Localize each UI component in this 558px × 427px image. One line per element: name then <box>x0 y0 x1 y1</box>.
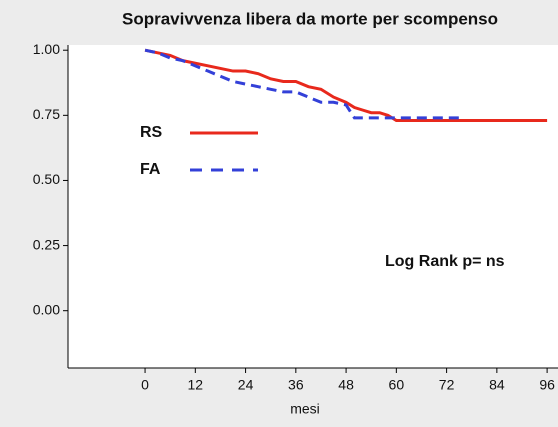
x-tick-label: 60 <box>389 377 405 393</box>
km-curve <box>144 48 460 120</box>
legend-label: RS <box>140 124 163 141</box>
x-tick-label: 0 <box>141 377 149 393</box>
y-tick-label: 0.75 <box>33 106 60 122</box>
annotation: Log Rank p= ns <box>385 253 505 270</box>
chart-title: Sopravivvenza libera da morte per scompe… <box>122 9 498 28</box>
x-tick-label: 72 <box>439 377 455 393</box>
x-tick-label: 96 <box>539 377 555 393</box>
y-tick-label: 0.50 <box>33 171 60 187</box>
legend-label: FA <box>140 161 161 178</box>
x-tick-label: 24 <box>238 377 254 393</box>
x-tick-label: 48 <box>338 377 354 393</box>
x-tick-label: 84 <box>489 377 505 393</box>
y-tick-label: 1.00 <box>33 41 60 57</box>
x-tick-label: 36 <box>288 377 304 393</box>
y-tick-label: 0.25 <box>33 236 60 252</box>
plot-area <box>68 45 558 368</box>
x-tick-label: 12 <box>188 377 204 393</box>
y-tick-label: 0.00 <box>33 301 60 317</box>
x-axis-label: mesi <box>290 401 320 417</box>
